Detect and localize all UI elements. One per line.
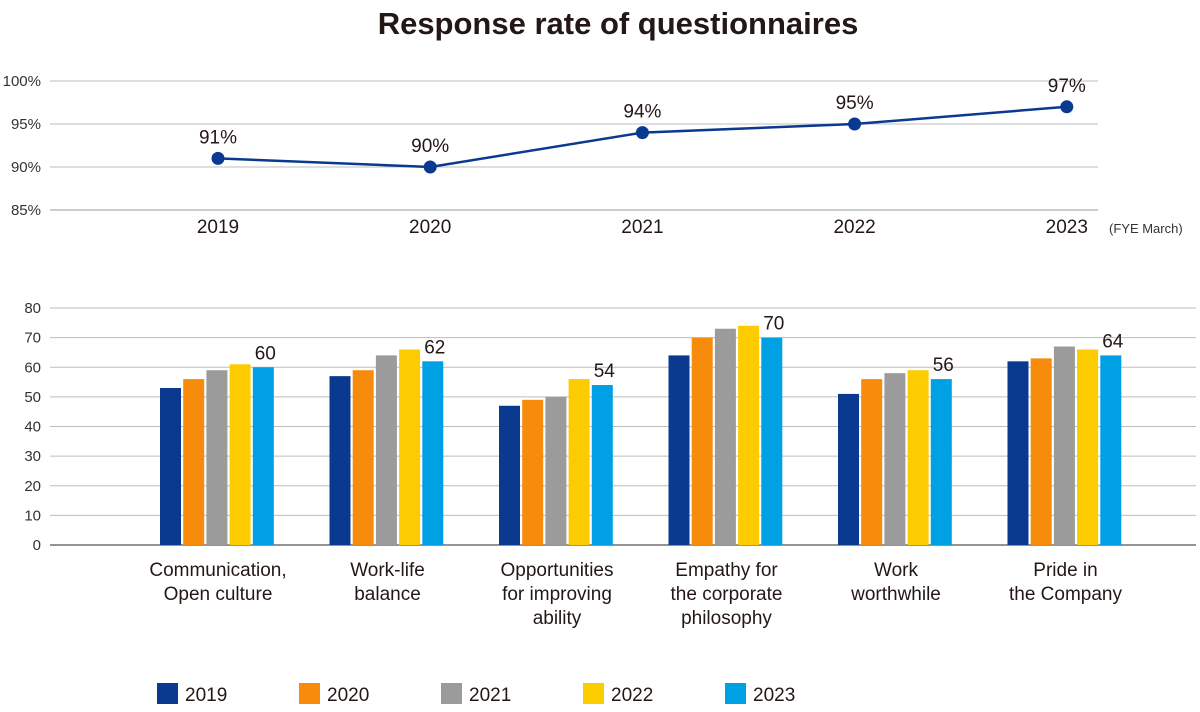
line-y-tick-label: 100% bbox=[3, 73, 41, 90]
category-label: for improving bbox=[502, 584, 612, 605]
line-x-tick-label: 2019 bbox=[197, 217, 239, 238]
bar-data-label: 70 bbox=[763, 314, 784, 335]
bar-2021 bbox=[884, 373, 906, 545]
bar-2019 bbox=[329, 376, 351, 545]
response-rate-point bbox=[1060, 100, 1074, 114]
bar-data-label: 60 bbox=[255, 343, 276, 364]
legend: 2019 2020 2021 2022 2023 bbox=[157, 683, 795, 706]
chart-title: Response rate of questionnaires bbox=[377, 6, 859, 41]
bar-chart-bars: 60 62 54 70 56 64 bbox=[160, 314, 1124, 545]
line-chart-x-ticks: 2019 2020 2021 2022 2023 (FYE March) bbox=[197, 217, 1183, 238]
line-x-tick-label: 2021 bbox=[621, 217, 663, 238]
category-label: balance bbox=[354, 584, 421, 605]
bar-y-tick-label: 20 bbox=[24, 478, 41, 495]
legend-label-2020: 2020 bbox=[327, 685, 369, 706]
bar-2019 bbox=[838, 393, 859, 545]
line-x-tick-label: 2020 bbox=[409, 217, 451, 238]
bar-data-label: 56 bbox=[933, 355, 954, 376]
legend-swatch-2021 bbox=[441, 683, 462, 704]
x-axis-note: (FYE March) bbox=[1109, 221, 1183, 236]
bar-2021 bbox=[206, 370, 228, 545]
legend-label-2022: 2022 bbox=[611, 685, 653, 706]
bar-2020 bbox=[691, 337, 713, 545]
bar-y-tick-label: 10 bbox=[24, 507, 41, 524]
line-chart-gridlines bbox=[50, 80, 1098, 211]
response-rate-data-label: 91% bbox=[199, 127, 237, 148]
bar-2022 bbox=[907, 370, 929, 545]
response-rate-data-label: 95% bbox=[836, 93, 874, 114]
line-x-tick-label: 2023 bbox=[1046, 217, 1088, 238]
legend-swatch-2022 bbox=[583, 683, 604, 704]
legend-label-2021: 2021 bbox=[469, 685, 511, 706]
bar-2022 bbox=[738, 325, 760, 545]
bar-2021 bbox=[1053, 346, 1075, 545]
line-chart-y-ticks: 85% 90% 95% 100% bbox=[3, 73, 41, 219]
bar-chart-y-ticks: 0 10 20 30 40 50 60 70 80 bbox=[24, 300, 41, 554]
bar-2023 bbox=[761, 337, 783, 545]
bar-2023 bbox=[1100, 355, 1122, 545]
bar-2023 bbox=[930, 379, 952, 545]
bar-2023 bbox=[422, 361, 444, 545]
bar-y-tick-label: 80 bbox=[24, 300, 41, 317]
bar-data-label: 54 bbox=[594, 361, 616, 382]
response-rate-point bbox=[635, 126, 649, 140]
legend-swatch-2020 bbox=[299, 683, 320, 704]
category-label: Open culture bbox=[164, 584, 273, 605]
bar-y-tick-label: 40 bbox=[24, 419, 41, 436]
bar-2019 bbox=[499, 405, 520, 545]
bar-y-tick-label: 50 bbox=[24, 389, 41, 406]
category-label: Work bbox=[874, 560, 918, 581]
response-rate-point bbox=[211, 151, 225, 165]
response-rate-point bbox=[423, 160, 437, 174]
category-label: Empathy for bbox=[675, 560, 778, 581]
line-chart-series: 91% 90% 94% 95% 97% bbox=[199, 76, 1086, 174]
category-label: the Company bbox=[1009, 584, 1123, 605]
line-y-tick-label: 90% bbox=[11, 159, 41, 176]
bar-2022 bbox=[399, 349, 421, 545]
bar-2023 bbox=[252, 367, 274, 545]
bar-y-tick-label: 0 bbox=[33, 537, 41, 554]
response-rate-data-label: 97% bbox=[1048, 76, 1086, 97]
bar-2020 bbox=[522, 399, 544, 545]
category-label: philosophy bbox=[681, 608, 772, 629]
line-x-tick-label: 2022 bbox=[833, 217, 875, 238]
legend-swatch-2019 bbox=[157, 683, 178, 704]
bar-2022 bbox=[1077, 349, 1099, 545]
line-y-tick-label: 85% bbox=[11, 202, 41, 219]
category-label: Communication, bbox=[149, 560, 286, 581]
legend-swatch-2023 bbox=[725, 683, 746, 704]
bar-2020 bbox=[861, 379, 883, 545]
bar-2022 bbox=[229, 364, 251, 545]
bar-data-label: 64 bbox=[1102, 331, 1124, 352]
category-label: the corporate bbox=[671, 584, 783, 605]
bar-2019 bbox=[668, 355, 690, 545]
line-y-tick-label: 95% bbox=[11, 116, 41, 133]
bar-2020 bbox=[352, 370, 374, 545]
category-label: Pride in bbox=[1033, 560, 1097, 581]
category-label: Work-life bbox=[350, 560, 425, 581]
bar-y-tick-label: 60 bbox=[24, 359, 41, 376]
legend-label-2019: 2019 bbox=[185, 685, 227, 706]
bar-2023 bbox=[591, 385, 613, 545]
bar-2021 bbox=[375, 355, 397, 545]
bar-2022 bbox=[568, 379, 590, 545]
bar-2020 bbox=[183, 379, 205, 545]
bar-2019 bbox=[1007, 361, 1029, 545]
bar-2021 bbox=[545, 396, 567, 545]
category-label: worthwhile bbox=[850, 584, 941, 605]
response-rate-data-label: 90% bbox=[411, 136, 449, 157]
legend-label-2023: 2023 bbox=[753, 685, 795, 706]
response-rate-point bbox=[848, 117, 862, 131]
bar-y-tick-label: 30 bbox=[24, 448, 41, 465]
category-label: ability bbox=[533, 608, 582, 629]
bar-data-label: 62 bbox=[424, 337, 445, 358]
bar-2021 bbox=[714, 328, 736, 545]
bar-chart-categories: Communication, Open culture Work-life balan… bbox=[149, 560, 1122, 629]
bar-y-tick-label: 70 bbox=[24, 330, 41, 347]
bar-2020 bbox=[1030, 358, 1052, 545]
category-label: Opportunities bbox=[500, 560, 613, 581]
bar-2019 bbox=[160, 387, 181, 545]
response-rate-data-label: 94% bbox=[623, 102, 661, 123]
